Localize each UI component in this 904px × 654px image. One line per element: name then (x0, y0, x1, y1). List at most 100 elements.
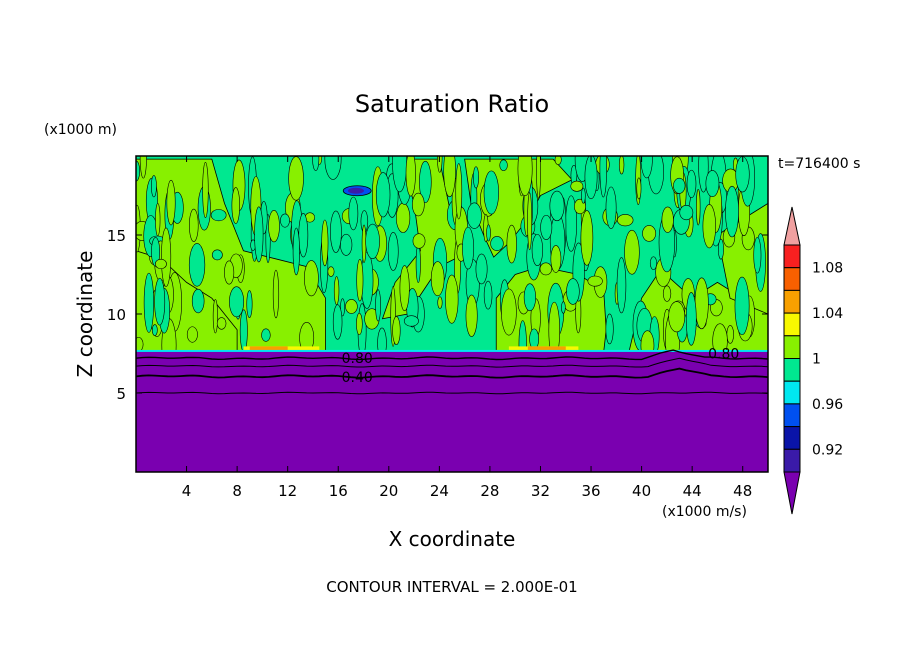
x-tick-label: 40 (632, 482, 651, 500)
cloud-speckle (403, 315, 419, 327)
cloud-speckle (151, 324, 158, 336)
cloud-speckle (268, 209, 280, 243)
cloud-speckle (332, 304, 343, 340)
cloud-speckle (387, 231, 399, 271)
x-axis-label: X coordinate (389, 527, 516, 551)
cloud-speckle (753, 236, 762, 274)
cloud-speckle (229, 286, 245, 318)
cloud-speckle (395, 202, 411, 233)
cloud-speckle (188, 243, 206, 287)
cloud-speckle (333, 276, 340, 306)
cloud-speckle (584, 156, 598, 200)
cloud-speckle (605, 313, 614, 345)
cloud-speckle (705, 170, 720, 197)
cloud-speckle (673, 177, 686, 194)
x-tick-label: 12 (278, 482, 297, 500)
colorbar: 0.92 0.96 1 1.04 1.08 (783, 206, 843, 515)
cloud-speckle (462, 226, 475, 270)
cloud-speckle (529, 328, 539, 350)
y-axis-label: Z coordinate (73, 251, 97, 378)
cloud-speckle (455, 163, 463, 220)
contour-label: 0.80 (708, 347, 739, 363)
cloud-speckle (304, 260, 319, 297)
cloud-speckle (430, 261, 445, 297)
cloud-speckle (570, 180, 584, 192)
y-tick-label: 15 (107, 227, 126, 245)
cloud-speckle (443, 156, 456, 198)
cloud-speckle (536, 156, 541, 199)
cloud-speckle (517, 156, 533, 197)
cloud-speckle (437, 296, 443, 309)
cloud-speckle (340, 233, 353, 256)
colorbar-swatch (783, 244, 801, 269)
x-axis: 4 8 12 16 20 24 28 32 36 40 44 48 (182, 156, 752, 500)
cloud-speckle (506, 224, 517, 264)
cloud-speckle (549, 190, 565, 222)
cloud-speckle (166, 179, 176, 226)
cloud-speckle (191, 288, 205, 314)
cloud-speckle (415, 244, 421, 283)
cloud-speckle (231, 187, 240, 224)
x-tick-label: 8 (232, 482, 242, 500)
colorbar-tick-label: 1.04 (812, 306, 843, 322)
x-tick-label: 36 (581, 482, 600, 500)
contour-line (136, 357, 768, 368)
contour-line (136, 349, 768, 361)
cloud-speckle (473, 166, 480, 189)
x-tick-label: 48 (733, 482, 752, 500)
cloud-speckle (298, 213, 309, 258)
cloud-speckle (554, 156, 562, 165)
colorbar-tick-label: 1.08 (812, 261, 843, 277)
cloud-speckle (246, 290, 253, 318)
cloud-speckle (345, 299, 358, 314)
cloud-speckle (224, 260, 235, 285)
chart-title: Saturation Ratio (355, 90, 549, 118)
cloud-speckle (550, 245, 562, 273)
y-unit-label: (x1000 m) (44, 122, 117, 138)
cloud-speckle (216, 317, 227, 330)
cloud-speckle (465, 294, 478, 337)
cloud-speckle (330, 210, 342, 253)
colorbar-max-arrow (783, 206, 801, 246)
cloud-speckle (151, 237, 161, 267)
y-tick-label: 5 (116, 385, 126, 403)
cloud-speckle (527, 192, 533, 251)
cloud-speckle (202, 161, 209, 218)
cloud-speckle (466, 202, 482, 229)
cloud-speckle (280, 213, 290, 228)
x-tick-label: 28 (480, 482, 499, 500)
cloud-speckle (717, 238, 724, 260)
contour-line (136, 391, 768, 395)
x-tick-label: 44 (683, 482, 702, 500)
cloud-speckle (288, 156, 304, 201)
x-unit-label: (x1000 m/s) (662, 504, 747, 520)
cloud-speckle (340, 298, 345, 317)
cloud-speckle (725, 185, 739, 238)
cloud-speckle (540, 214, 553, 240)
cloud-speckle (616, 257, 627, 314)
cloud-speckle (239, 309, 248, 353)
cloud-speckle (327, 266, 335, 277)
cloud-speckle (324, 156, 342, 180)
cloud-speckle (616, 214, 634, 227)
cloud-speckle (348, 196, 359, 231)
cloud-speckle (375, 172, 391, 218)
cloud-speckle (501, 288, 517, 336)
cloud-speckle (210, 209, 227, 222)
cloud-speckle (636, 177, 642, 200)
cloud-speckle (356, 312, 363, 336)
colorbar-swatch (783, 403, 801, 428)
colorbar-tick-label: 1 (812, 352, 821, 368)
colorbar-swatch (783, 358, 801, 382)
x-tick-label: 4 (182, 482, 192, 500)
x-tick-label: 24 (430, 482, 449, 500)
cloud-speckle (412, 192, 425, 217)
cloud-speckle (483, 170, 499, 215)
cloud-speckle (143, 272, 155, 333)
contour-label: 0.40 (342, 370, 373, 386)
y-tick-label: 10 (107, 306, 126, 324)
supersaturation-strip (527, 346, 566, 351)
cloud-speckle (734, 276, 750, 336)
plot-area: 0.80 0.40 0.80 (136, 156, 768, 472)
contour-interval-footer: CONTOUR INTERVAL = 2.000E-01 (326, 578, 577, 596)
